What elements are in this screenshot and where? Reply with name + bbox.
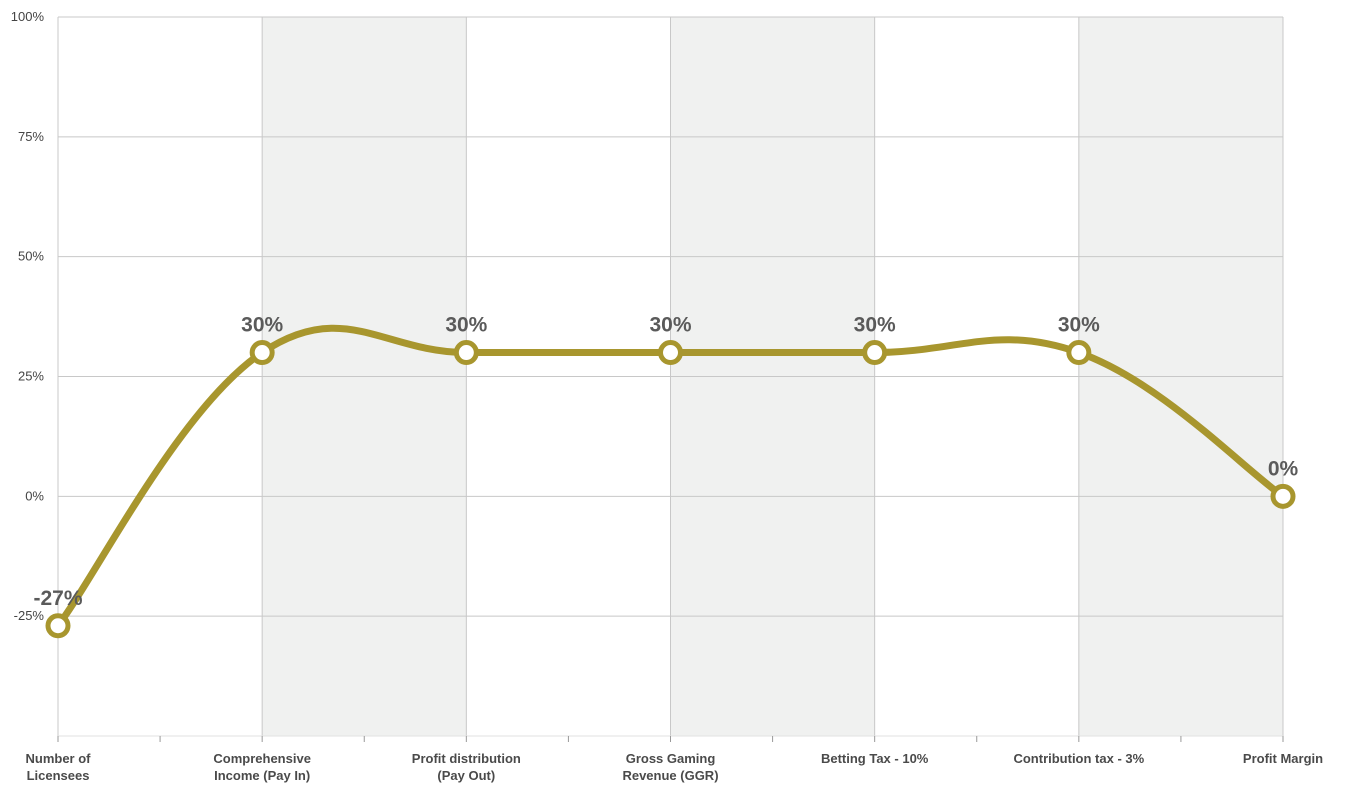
x-tick-label: Comprehensive Income (Pay In) <box>213 751 311 783</box>
data-point <box>45 613 71 639</box>
data-point <box>1270 483 1296 509</box>
data-labels: -27% 30% 30% 30% 30% 30% 0% <box>33 314 1298 610</box>
y-tick-label: 75% <box>18 129 44 144</box>
x-tick-label: Contribution tax - 3% <box>1013 751 1144 766</box>
x-tick-label: Profit distribution (Pay Out) <box>412 751 521 783</box>
y-axis-ticks: 100% 75% 50% 25% 0% -25% <box>11 9 45 623</box>
data-label: 30% <box>1058 314 1100 337</box>
y-tick-label: 100% <box>11 9 45 24</box>
y-tick-label: -25% <box>14 608 45 623</box>
y-tick-label: 25% <box>18 369 44 384</box>
y-tick-label: 0% <box>25 488 44 503</box>
data-label: 30% <box>649 314 691 337</box>
y-tick-label: 50% <box>18 249 44 264</box>
data-label: 30% <box>445 314 487 337</box>
data-point <box>1066 340 1092 366</box>
data-label: 30% <box>241 314 283 337</box>
x-tick-label: Number of Licensees <box>26 751 92 783</box>
data-label: -27% <box>33 587 82 610</box>
data-point <box>658 340 683 366</box>
data-point <box>453 340 479 366</box>
x-tick-label: Gross Gaming Revenue (GGR) <box>622 751 718 783</box>
x-axis-ticks: Number of Licensees Comprehensive Income (P… <box>26 736 1323 783</box>
data-point <box>862 340 888 366</box>
series <box>45 324 1296 639</box>
data-label: 30% <box>854 314 896 337</box>
data-label: 0% <box>1268 457 1299 480</box>
x-tick-label: Betting Tax - 10% <box>821 751 929 766</box>
x-tick-label: Profit Margin <box>1243 751 1323 766</box>
data-point <box>249 340 275 366</box>
